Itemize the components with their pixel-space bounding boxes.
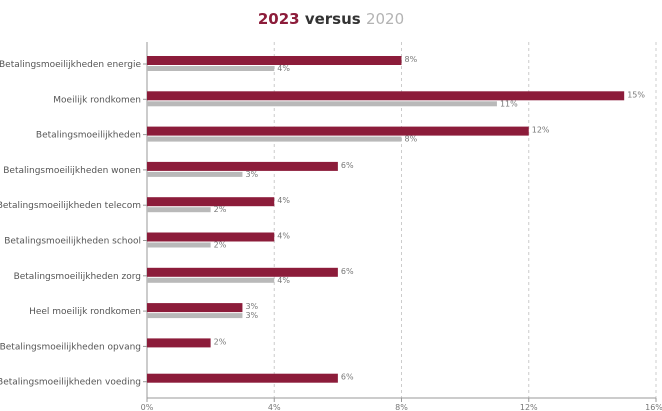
value-label-2020: 3%	[245, 170, 258, 179]
bar-2020	[147, 136, 402, 142]
bar-2020	[147, 66, 275, 71]
bar-2023	[147, 338, 211, 348]
x-tick-label: 8%	[395, 403, 408, 411]
value-label-2023: 2%	[214, 337, 227, 346]
value-label-2020: 11%	[500, 99, 518, 108]
value-label-2023: 4%	[277, 232, 290, 241]
value-label-2023: 15%	[627, 90, 645, 99]
category-label: Betalingsmoeilijkheden voeding	[0, 378, 141, 388]
category-label: Betalingsmoeilijkheden zorg	[14, 272, 141, 282]
category-label: Betalingsmoeilijkheden energie	[0, 60, 141, 70]
category-label: Betalingsmoeilijkheden telecom	[0, 201, 141, 211]
bar-2023	[147, 161, 338, 171]
bar-2020	[147, 101, 497, 107]
value-label-2020: 2%	[214, 241, 227, 250]
bar-2023	[147, 373, 338, 383]
value-label-2023: 6%	[341, 267, 354, 276]
category-label: Betalingsmoeilijkheden opvang	[0, 342, 141, 352]
category-label: Betalingsmoeilijkheden	[36, 131, 141, 141]
value-label-2020: 2%	[214, 205, 227, 214]
value-label-2023: 12%	[532, 126, 550, 135]
value-label-2023: 3%	[245, 302, 258, 311]
bar-2020	[147, 313, 243, 319]
value-label-2023: 4%	[277, 196, 290, 205]
bar-2020	[147, 277, 275, 283]
title-versus: versus	[304, 10, 361, 28]
value-label-2023: 6%	[341, 161, 354, 170]
bar-2023	[147, 267, 338, 277]
x-tick-label: 0%	[141, 403, 154, 411]
category-label: Betalingsmoeilijkheden school	[4, 237, 141, 247]
value-label-2020: 3%	[245, 311, 258, 320]
value-label-2020: 8%	[405, 135, 418, 144]
value-label-2020: 4%	[277, 276, 290, 285]
bar-2020	[147, 242, 211, 248]
x-tick-label: 4%	[268, 403, 281, 411]
x-tick-label: 16%	[645, 403, 662, 411]
category-label: Betalingsmoeilijkheden wonen	[3, 166, 141, 176]
bar-2023	[147, 197, 275, 207]
chart-title: 2023 versus 2020	[0, 10, 662, 28]
x-tick-label: 12%	[520, 403, 538, 411]
bar-2020	[147, 207, 211, 213]
value-label-2023: 6%	[341, 373, 354, 382]
title-year-2020: 2020	[365, 10, 405, 28]
bar-2020	[147, 171, 243, 177]
title-year-2023: 2023	[257, 10, 300, 28]
category-label: Heel moeilijk rondkomen	[29, 307, 141, 317]
bar-2023	[147, 303, 243, 313]
value-label-2023: 8%	[405, 55, 418, 64]
bar-2023	[147, 91, 625, 101]
bar-2023	[147, 56, 402, 65]
category-label: Moeilijk rondkomen	[53, 95, 141, 105]
value-label-2020: 4%	[277, 64, 290, 73]
bar-2023	[147, 126, 529, 136]
bar-2023	[147, 232, 275, 242]
